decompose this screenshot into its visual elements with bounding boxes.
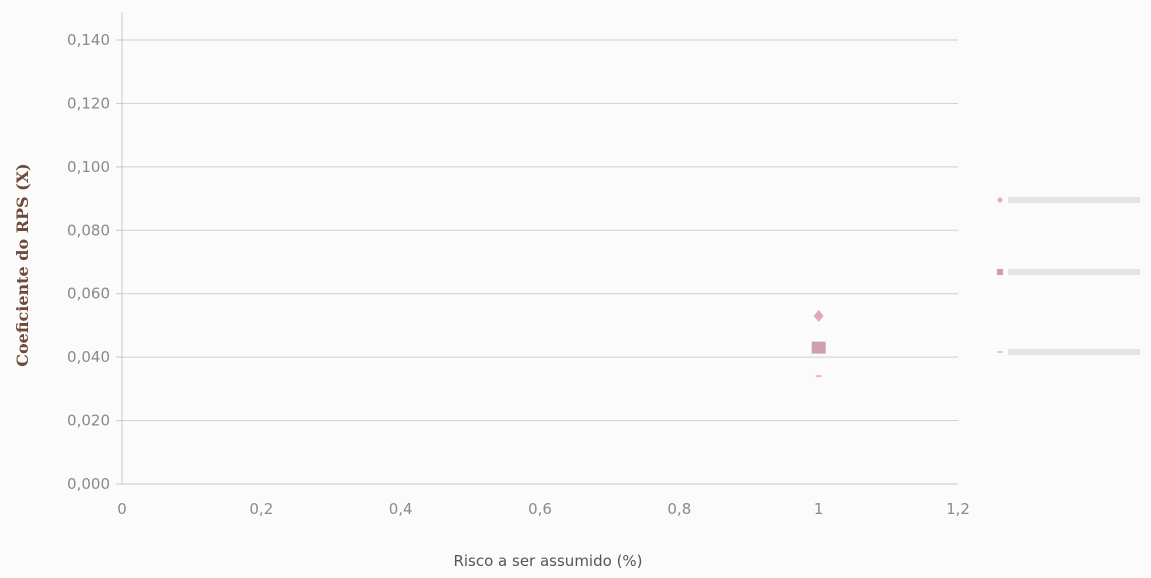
- y-tick-label: 0,020: [67, 412, 110, 430]
- x-tick-label: 0,2: [249, 500, 273, 518]
- grid-layer: [122, 39, 958, 422]
- y-tick-label: 0,120: [67, 94, 110, 112]
- y-tick-label: 0,100: [67, 158, 110, 176]
- x-tick-label: 1: [814, 500, 824, 518]
- x-tick-label: 0,8: [667, 500, 691, 518]
- axis-layer: [116, 12, 958, 485]
- x-tick-label: 1,2: [946, 500, 970, 518]
- legend-entry-illegible: [1008, 197, 1140, 203]
- x-axis-title: Risco a ser assumido (%): [453, 552, 642, 570]
- data-point-square: [811, 341, 826, 354]
- legend-marker-square: [997, 269, 1003, 275]
- legend: [997, 197, 1140, 355]
- legend-entry-illegible: [1008, 349, 1140, 355]
- y-tick-label: 0,040: [67, 348, 110, 366]
- x-tick-label: 0,4: [389, 500, 413, 518]
- x-tick-label: 0,6: [528, 500, 552, 518]
- y-tick-label: 0,140: [67, 31, 110, 49]
- data-point-diamond: [813, 309, 824, 322]
- legend-entry-illegible: [1008, 269, 1140, 275]
- y-tick-label: 0,080: [67, 221, 110, 239]
- data-point-layer: [811, 309, 826, 378]
- x-tick-label: 0: [117, 500, 127, 518]
- tick-label-layer: 0,000 0,020 0,040 0,060 0,080 0,100 0,120 0,140…: [67, 31, 970, 518]
- y-tick-label: 0,060: [67, 285, 110, 303]
- y-axis-title: Coeficiente do RPS (X): [13, 163, 32, 366]
- y-tick-label: 0,000: [67, 475, 110, 493]
- legend-marker-diamond: [997, 197, 1003, 203]
